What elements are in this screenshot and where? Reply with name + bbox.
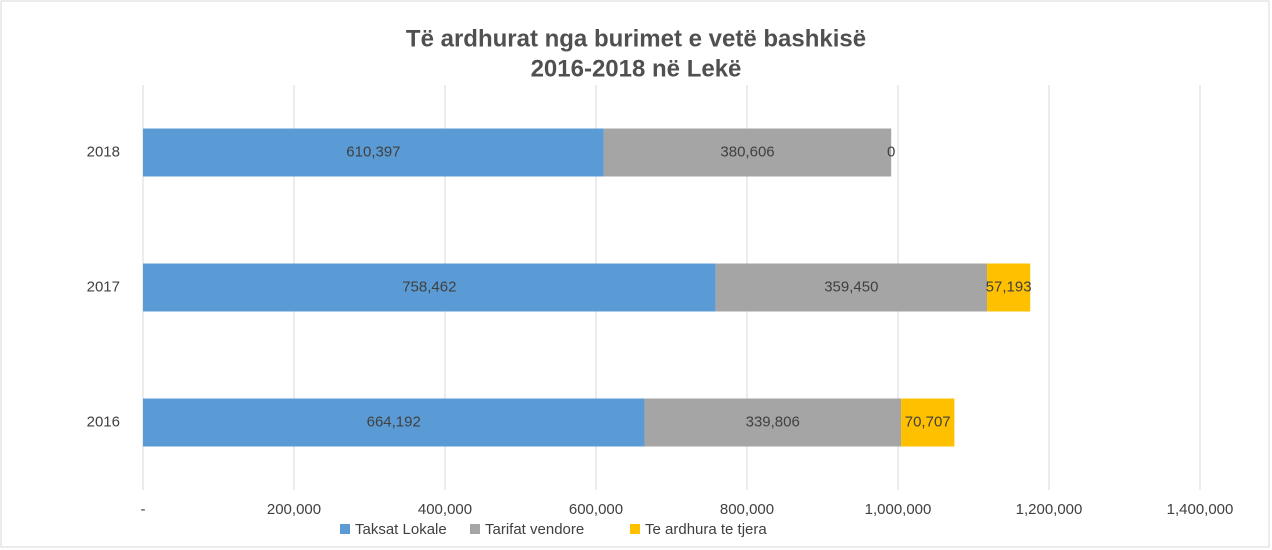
bar-segment	[987, 263, 1031, 312]
y-tick-label: 2016	[87, 413, 120, 430]
bar-segment	[901, 398, 955, 447]
y-tick-label: 2017	[87, 278, 120, 295]
bar-segment	[143, 398, 645, 447]
legend-label: Taksat Lokale	[355, 521, 447, 538]
chart-subtitle: 2016-2018 në Lekë	[531, 55, 742, 82]
data-label: 610,397	[346, 143, 400, 160]
data-label: 70,707	[905, 413, 951, 430]
data-label: 664,192	[367, 413, 421, 430]
data-label: 380,606	[720, 143, 774, 160]
x-tick-label: 600,000	[569, 501, 623, 518]
x-tick-label: 1,400,000	[1167, 501, 1234, 518]
bar-segment	[143, 263, 716, 312]
legend-swatch	[340, 524, 350, 534]
x-tick-label: 1,000,000	[865, 501, 932, 518]
data-label: 0	[887, 143, 895, 160]
bar-segment	[715, 263, 988, 312]
x-tick-label: 200,000	[267, 501, 321, 518]
bar-segment	[603, 128, 892, 177]
x-tick-label: 800,000	[720, 501, 774, 518]
bar-segment	[143, 128, 604, 177]
legend-label: Tarifat vendore	[485, 521, 584, 538]
x-tick-label: 400,000	[418, 501, 472, 518]
data-label: 57,193	[986, 278, 1032, 295]
legend-swatch	[630, 524, 640, 534]
data-label: 359,450	[824, 278, 878, 295]
legend-swatch	[470, 524, 480, 534]
legend-label: Te ardhura te tjera	[645, 521, 767, 538]
chart-title: Të ardhurat nga burimet e vetë bashkisë	[406, 25, 866, 52]
x-tick-label: 1,200,000	[1016, 501, 1083, 518]
data-label: 339,806	[746, 413, 800, 430]
x-tick-label: -	[141, 501, 146, 518]
y-tick-label: 2018	[87, 143, 120, 160]
data-label: 758,462	[402, 278, 456, 295]
bar-segment	[644, 398, 902, 447]
